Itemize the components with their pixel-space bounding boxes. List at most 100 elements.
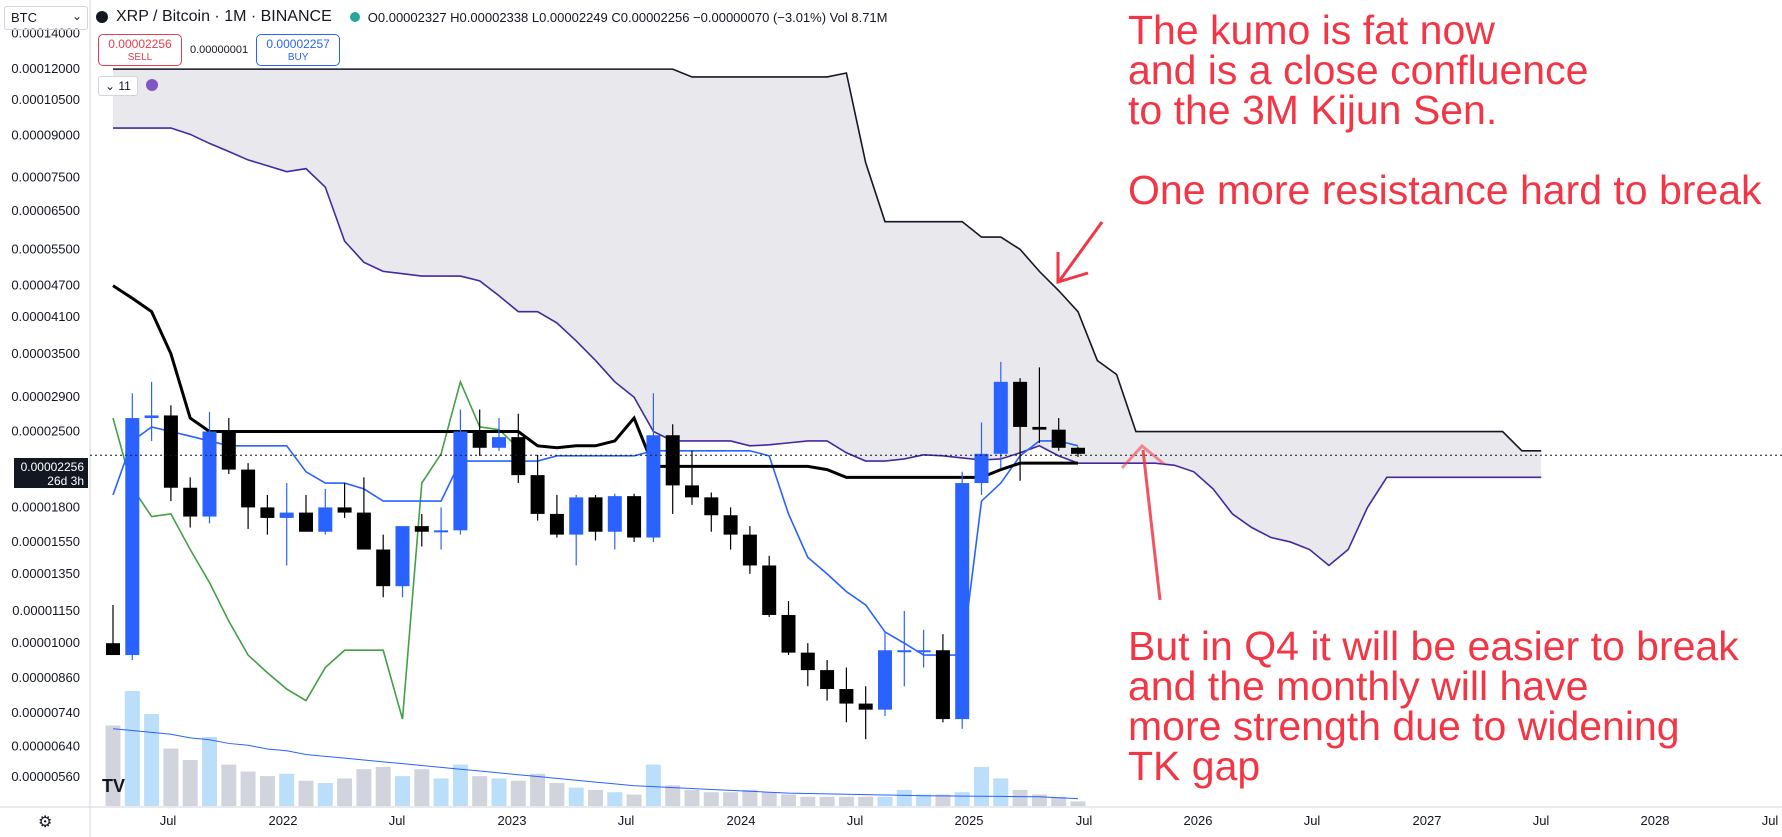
arrow-to-cloud-edge-head	[1120, 443, 1165, 470]
volume-bar	[703, 792, 719, 806]
price-tick-label: 0.00000860	[11, 670, 80, 685]
xrp-logo-icon	[96, 11, 108, 23]
tenkan-sen-line	[112, 426, 1079, 656]
volume-bar	[317, 783, 333, 806]
candles	[90, 361, 1782, 740]
candle-body	[588, 497, 603, 532]
symbol-selector[interactable]: BTC ⌄	[4, 6, 88, 30]
price-tick-label: 0.00001150	[12, 603, 80, 618]
candle-body	[800, 652, 815, 671]
candle-body	[1071, 447, 1085, 454]
price-tick-label: 0.00000640	[11, 738, 80, 753]
volume-bar	[781, 794, 796, 806]
time-tick-label: Jul	[389, 813, 406, 828]
price-tick-label: 0.00004100	[11, 309, 80, 324]
candle-body	[106, 643, 120, 656]
volume-bar	[645, 764, 661, 806]
time-tick-label: Jul	[1304, 813, 1321, 828]
volume-bar	[144, 714, 160, 806]
arrow-to-cloud-edge	[1141, 449, 1162, 601]
volume-bar	[568, 787, 584, 806]
volume-bar	[491, 778, 507, 806]
volume-bar	[472, 776, 488, 806]
candle-body	[472, 431, 487, 448]
buy-price: 0.00002257	[266, 37, 330, 51]
last-price-tag: 0.00002256 26d 3h	[14, 458, 88, 488]
indicator-toggle[interactable]: ⌄ 11	[98, 76, 138, 96]
annotation-arrows	[1056, 221, 1165, 601]
price-tick-label: 0.00001350	[11, 566, 80, 581]
kumo-fill	[113, 69, 1542, 566]
time-tick-label: Jul	[1533, 813, 1550, 828]
volume-bar	[819, 796, 835, 806]
candle-body	[955, 483, 970, 720]
price-tick-label: 0.00003500	[11, 346, 80, 361]
price-tick-label: 0.00005500	[11, 241, 80, 256]
gear-icon[interactable]: ⚙	[38, 814, 53, 831]
time-axis: Jul 2022 Jul 2023 Jul 2024 Jul 2025 Jul 2026 Jul 20…	[160, 813, 1779, 828]
arrow-to-kumo-head	[1056, 252, 1089, 285]
candle-body	[549, 513, 564, 535]
volume-bar	[665, 785, 681, 806]
volume-bar	[607, 792, 623, 806]
refresh-icon[interactable]	[146, 79, 158, 91]
chart-title[interactable]: XRP / Bitcoin · 1M · BINANCE	[116, 8, 332, 25]
candle-body	[202, 431, 217, 517]
volume-bar	[105, 725, 121, 806]
chikou-span-line	[112, 379, 519, 720]
volume-bar	[896, 789, 912, 806]
price-tick-label: 0.00001000	[11, 635, 80, 650]
senkou-span-b-line	[113, 127, 1542, 567]
symbol-label: BTC	[11, 10, 37, 25]
candle-body	[511, 437, 526, 476]
time-tick-label: 2024	[727, 813, 756, 828]
candle-body	[260, 507, 275, 518]
candle-body	[1032, 426, 1047, 430]
arrow-to-kumo	[1058, 221, 1104, 281]
candle-body	[299, 512, 313, 532]
price-tick-label: 0.00006500	[11, 203, 80, 218]
sell-label: SELL	[127, 52, 153, 63]
volume-bar	[298, 780, 314, 806]
time-tick-label: Jul	[847, 813, 864, 828]
candle-body	[974, 453, 989, 484]
candle-body	[492, 437, 506, 448]
price-tick-label: 0.00009000	[11, 128, 80, 143]
time-tick-label: Jul	[160, 813, 177, 828]
candle-body	[878, 650, 892, 710]
bar-countdown: 26d 3h	[47, 474, 84, 488]
volume-bar	[124, 691, 140, 806]
ichimoku-cloud	[113, 68, 1542, 567]
buy-button[interactable]: 0.00002257 BUY	[256, 34, 341, 66]
candle-body	[916, 650, 931, 653]
senkou-span-a-line	[113, 68, 1542, 452]
sell-button[interactable]: 0.00002256 SELL	[98, 34, 182, 66]
candle-body	[646, 435, 661, 538]
volume-bar	[877, 796, 893, 806]
candle-body	[279, 512, 294, 518]
volume-bar	[993, 778, 1009, 806]
volume-bars	[105, 691, 1086, 806]
volume-bar	[356, 769, 372, 806]
volume-bar	[626, 794, 642, 806]
volume-bar	[395, 776, 410, 806]
volume-bar	[974, 766, 989, 806]
time-tick-label: 2022	[269, 813, 298, 828]
volume-bar	[182, 760, 198, 806]
price-tick-label: 0.00001800	[11, 499, 80, 514]
candle-body	[183, 487, 198, 517]
candle-body	[434, 530, 449, 533]
candle-body	[356, 512, 371, 550]
volume-bar	[858, 796, 874, 806]
trade-panel: 0.00002256 SELL 0.00000001 0.00002257 BU…	[98, 34, 341, 66]
last-price: 0.00002256	[20, 460, 84, 474]
price-tick-label: 0.00001550	[11, 534, 80, 549]
volume-bar	[1070, 801, 1086, 806]
volume-bar	[337, 778, 353, 806]
volume-bar	[240, 771, 256, 806]
time-tick-label: Jul	[618, 813, 635, 828]
price-tick-label: 0.00010500	[11, 92, 80, 107]
volume-bar	[163, 748, 179, 806]
